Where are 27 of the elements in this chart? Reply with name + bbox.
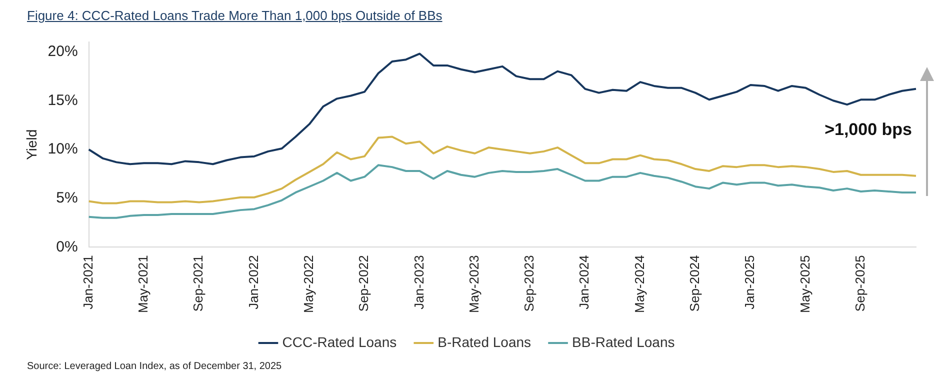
source-note: Source: Leveraged Loan Index, as of December 31, 2025 xyxy=(27,361,282,372)
x-tick-label: Sep-2021 xyxy=(190,255,206,312)
x-tick-label: May-2024 xyxy=(632,255,647,314)
x-tick-label: Jan-2025 xyxy=(742,255,758,310)
y-axis-title: Yield xyxy=(23,129,40,160)
x-tick-label: Jan-2022 xyxy=(246,255,261,310)
x-tick-label: May-2021 xyxy=(136,255,151,314)
x-tick-label: Jan-2021 xyxy=(80,255,96,310)
legend-label: CCC-Rated Loans xyxy=(282,334,397,350)
legend-label: BB-Rated Loans xyxy=(572,334,675,350)
x-tick-label: Jan-2023 xyxy=(411,255,426,310)
x-tick-label: Sep-2024 xyxy=(686,255,702,312)
y-tick-label: 5% xyxy=(56,189,78,206)
x-tick-label: May-2025 xyxy=(797,255,812,314)
x-tick-label: May-2023 xyxy=(466,255,482,314)
y-tick-label: 20% xyxy=(48,42,78,60)
chart-title: Figure 4: CCC-Rated Loans Trade More Than 1,000 bps Outside of BBs xyxy=(27,8,442,23)
y-tick-label: 15% xyxy=(48,92,78,109)
y-tick-label: 0% xyxy=(56,238,78,256)
legend-label: B-Rated Loans xyxy=(438,334,532,350)
x-tick-label: May-2022 xyxy=(300,255,316,314)
x-tick-label: Sep-2022 xyxy=(356,255,372,312)
x-tick-label: Jan-2024 xyxy=(576,255,592,310)
x-tick-label: Sep-2025 xyxy=(852,255,868,312)
annotation: >1,000 bps xyxy=(824,120,912,139)
y-tick-label: 10% xyxy=(48,140,78,158)
x-tick-label: Sep-2023 xyxy=(522,255,537,312)
